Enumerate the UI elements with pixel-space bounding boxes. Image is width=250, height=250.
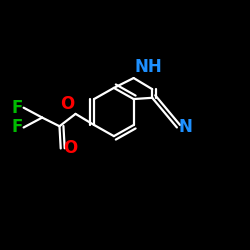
Text: O: O xyxy=(63,140,78,158)
Text: F: F xyxy=(11,99,22,117)
Text: O: O xyxy=(60,95,74,113)
Text: NH: NH xyxy=(135,58,163,76)
Text: F: F xyxy=(11,118,22,136)
Text: N: N xyxy=(178,118,192,136)
